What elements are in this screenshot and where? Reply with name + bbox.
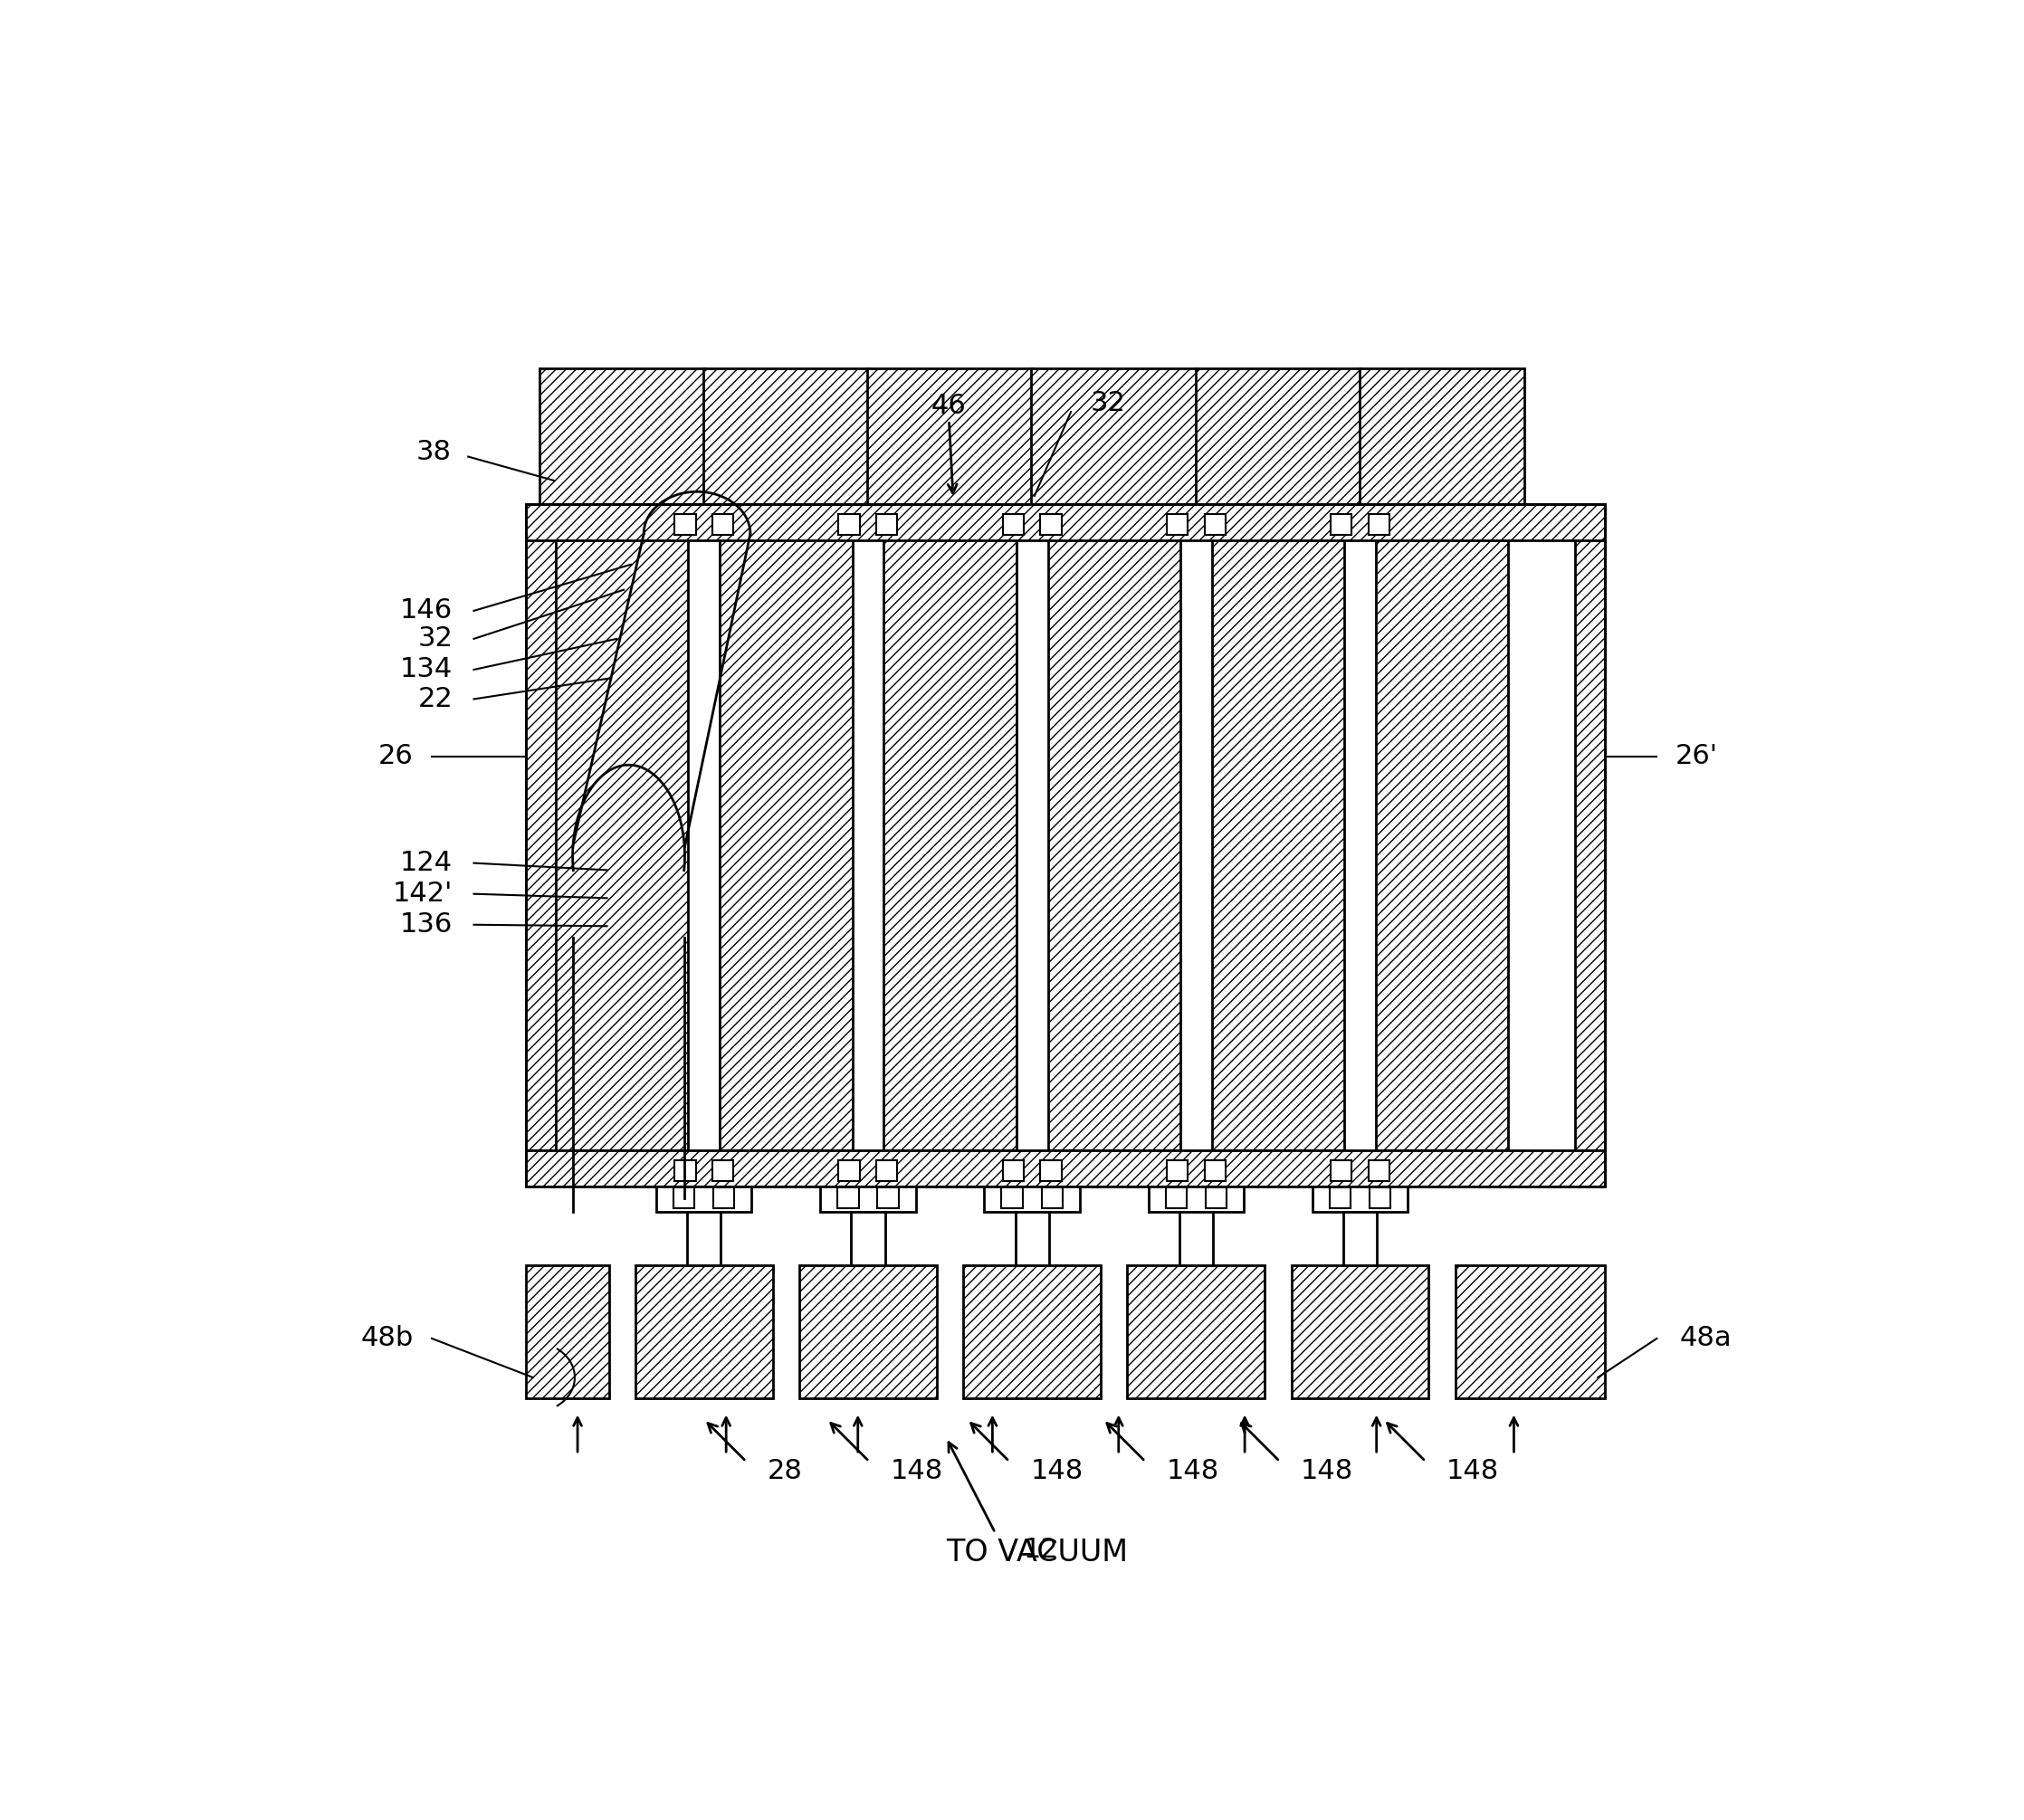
Bar [636, 1265, 773, 1398]
Bar [799, 1265, 937, 1398]
Bar [688, 1212, 721, 1265]
Text: 136: 136 [401, 912, 453, 937]
Text: 26: 26 [378, 743, 413, 770]
Bar [1180, 1212, 1212, 1265]
Bar [1040, 1159, 1061, 1181]
Bar [712, 513, 733, 535]
Bar [1204, 513, 1225, 535]
Bar [1575, 541, 1605, 1150]
Bar [852, 1212, 884, 1265]
Bar [1368, 1159, 1388, 1181]
Bar [712, 1159, 733, 1181]
Bar [704, 368, 868, 504]
Bar [1291, 1265, 1429, 1398]
Bar [714, 1187, 735, 1208]
Bar [1048, 541, 1180, 1150]
Bar [1042, 1187, 1063, 1208]
Bar [878, 1187, 899, 1208]
Bar [820, 1187, 915, 1212]
Text: 38: 38 [417, 439, 451, 466]
Text: 46: 46 [931, 393, 967, 419]
Bar [674, 513, 696, 535]
Bar [838, 1159, 860, 1181]
Bar [526, 541, 557, 1150]
Text: 148: 148 [1030, 1458, 1083, 1485]
Bar [1127, 1265, 1265, 1398]
Bar [1166, 513, 1188, 535]
Bar [1360, 368, 1524, 504]
Bar [526, 1150, 1605, 1187]
Bar [1166, 1159, 1188, 1181]
Text: 134: 134 [401, 657, 453, 682]
Text: 28: 28 [767, 1458, 802, 1485]
Text: TO VACUUM: TO VACUUM [947, 1538, 1127, 1567]
Bar [1002, 1187, 1022, 1208]
Bar [674, 1159, 696, 1181]
Bar [1376, 541, 1508, 1150]
Bar [1370, 1187, 1390, 1208]
Bar [656, 1187, 751, 1212]
Text: 124: 124 [401, 850, 453, 875]
Bar [868, 368, 1032, 504]
Text: 148: 148 [891, 1458, 943, 1485]
Bar [1204, 1159, 1225, 1181]
Bar [963, 1265, 1101, 1398]
Text: 48a: 48a [1680, 1325, 1731, 1352]
Bar [838, 1187, 858, 1208]
Bar [1016, 1212, 1048, 1265]
Bar [1166, 1187, 1186, 1208]
Bar [1032, 368, 1196, 504]
Bar [674, 1187, 694, 1208]
Text: 26': 26' [1676, 743, 1718, 770]
Bar [1330, 1159, 1352, 1181]
Bar [1002, 1159, 1024, 1181]
Text: 148: 148 [1447, 1458, 1500, 1485]
Bar [1455, 1265, 1605, 1398]
Bar [1330, 513, 1352, 535]
Bar [1196, 368, 1360, 504]
Bar [884, 541, 1016, 1150]
Text: 148: 148 [1301, 1458, 1354, 1485]
Bar [1040, 513, 1061, 535]
Bar [1206, 1187, 1227, 1208]
Bar [838, 513, 860, 535]
Bar [984, 1187, 1079, 1212]
Bar [721, 541, 852, 1150]
Bar [1312, 1187, 1409, 1212]
Text: 22: 22 [417, 686, 453, 712]
Text: 32: 32 [1091, 389, 1125, 417]
Bar [1344, 1212, 1376, 1265]
Bar [557, 541, 688, 1150]
Bar [1212, 541, 1344, 1150]
Bar [876, 513, 897, 535]
Bar [526, 504, 1605, 1187]
Bar [1148, 1187, 1243, 1212]
Bar [526, 504, 1605, 541]
Bar [876, 1159, 897, 1181]
Text: 12: 12 [1024, 1536, 1059, 1563]
Text: 48b: 48b [360, 1325, 413, 1352]
Bar [1330, 1187, 1350, 1208]
Bar [538, 368, 704, 504]
Bar [1002, 513, 1024, 535]
Text: 32: 32 [417, 626, 453, 652]
Bar [1368, 513, 1388, 535]
Text: 142': 142' [393, 881, 453, 906]
Bar [526, 1265, 609, 1398]
Text: 146: 146 [401, 597, 453, 624]
Text: 148: 148 [1166, 1458, 1218, 1485]
